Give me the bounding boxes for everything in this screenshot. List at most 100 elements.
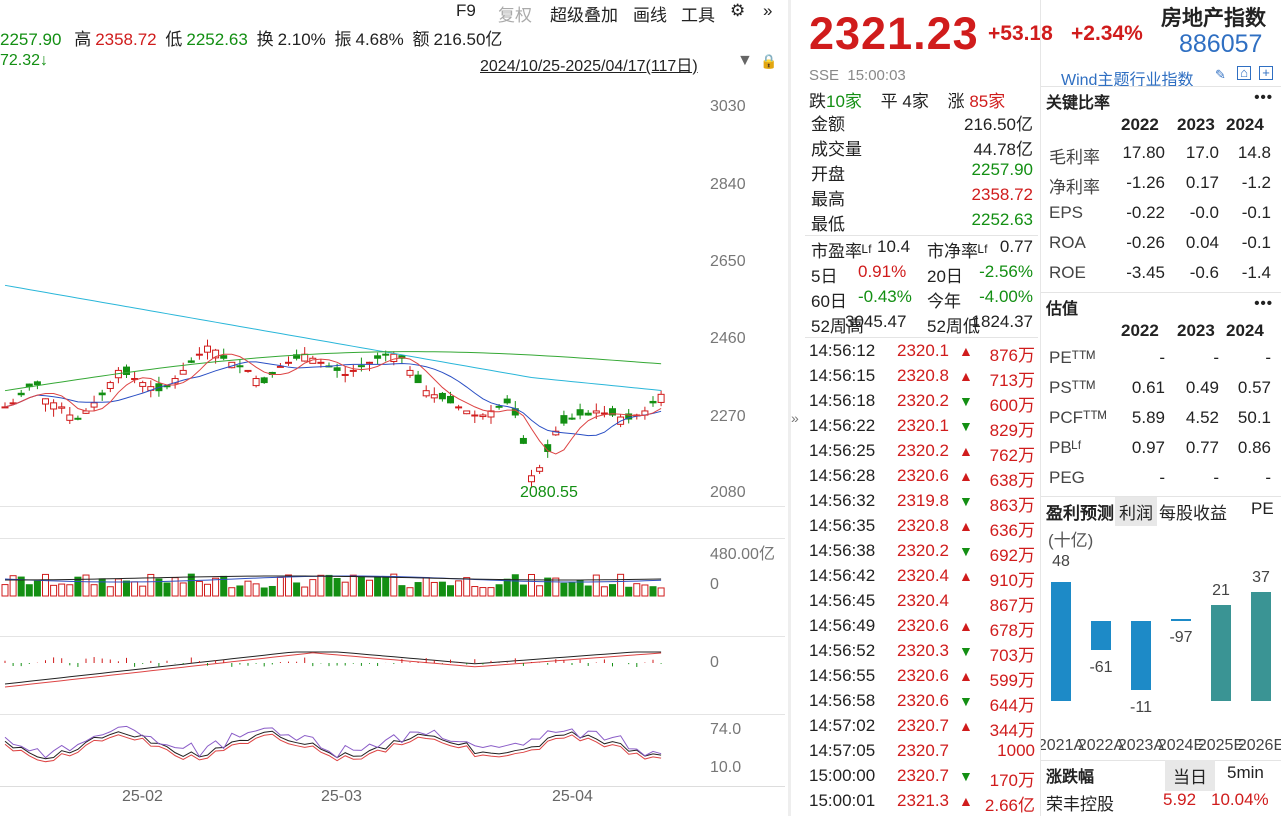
candle — [414, 374, 422, 384]
volume-bar — [123, 580, 130, 597]
tab-pe[interactable]: PE — [1251, 499, 1274, 518]
draw-line-button[interactable]: 画线 — [633, 6, 667, 25]
volume-bar — [293, 582, 301, 597]
candle — [349, 369, 357, 372]
kdj-j-line — [4, 725, 662, 759]
category-link[interactable]: Wind主题行业指数 — [1061, 72, 1194, 89]
table-cell: 0.61 — [1131, 378, 1165, 397]
table-row: PCFᵀᵀᴹ 5.89 4.52 50.1 — [1049, 408, 1275, 438]
macd-y-tick: 0 — [710, 654, 719, 671]
tick-time: 14:56:32 — [809, 491, 876, 510]
tick-direction-icon: ▼ — [959, 493, 973, 509]
tab-profit[interactable]: 利润 — [1115, 497, 1157, 526]
panel-splitter[interactable]: » — [785, 0, 805, 816]
volume-bar — [511, 574, 519, 597]
dropdown-arrow-icon[interactable]: ▼ — [737, 52, 753, 69]
amount-label: 额 — [412, 30, 430, 49]
volume-bar — [204, 583, 211, 597]
volume-bar — [131, 581, 139, 597]
tick-volume: 344万 — [989, 721, 1035, 740]
volume-bar — [90, 584, 98, 597]
volume-bar — [228, 587, 236, 597]
more-icon[interactable]: ••• — [1254, 295, 1273, 312]
candle — [552, 430, 560, 436]
macd-dif-line — [4, 651, 662, 685]
mover-pct: 10.04% — [1211, 790, 1269, 809]
candlestick-chart[interactable] — [0, 0, 785, 816]
row-label: EPS — [1049, 203, 1084, 222]
volume-bar — [633, 583, 641, 597]
tab-eps[interactable]: 每股收益 — [1159, 504, 1227, 523]
volume-ma-line-2 — [4, 575, 662, 581]
table-cell: 0.57 — [1237, 378, 1271, 397]
bar-category-label: 2025E — [1198, 737, 1244, 754]
stat-label: 金额 — [811, 115, 845, 134]
volume-bar — [390, 573, 398, 597]
edit-icon[interactable]: ✎ — [1215, 67, 1226, 82]
tick-direction-icon: ▲ — [959, 568, 973, 584]
more-icon[interactable]: ••• — [1254, 89, 1273, 106]
overlay-button[interactable]: 超级叠加 — [550, 6, 618, 25]
volume-bar — [66, 584, 74, 597]
tick-price: 2321.3 — [897, 791, 949, 810]
tick-row: 15:00:01 2321.3 ▲ 2.66亿 — [809, 791, 1035, 816]
add-icon[interactable]: + — [1259, 66, 1273, 80]
expand-chevron-icon[interactable]: » — [791, 410, 799, 426]
date-range-selector[interactable]: 2024/10/25-2025/04/17(117日) — [480, 58, 698, 75]
lock-icon[interactable]: 🔒 — [760, 53, 778, 69]
mover-row[interactable]: 荣丰控股 5.92 10.04% — [1041, 788, 1281, 814]
volume-bar — [195, 580, 203, 597]
volume-bar — [471, 586, 479, 597]
tab-forecast[interactable]: 盈利预测 — [1046, 504, 1114, 523]
candle — [625, 413, 633, 420]
ma-line-green — [4, 351, 662, 392]
index-code: 886057 — [1179, 30, 1263, 58]
candle — [212, 349, 220, 359]
table-row: PBᴸᶠ 0.97 0.77 0.86 — [1049, 438, 1275, 468]
bar-value-label: -97 — [1169, 629, 1192, 646]
volume-bar — [163, 582, 171, 597]
volume-bar — [536, 585, 544, 597]
tick-volume: 762万 — [989, 446, 1035, 465]
tools-button[interactable]: 工具 — [681, 6, 715, 25]
tick-row: 14:56:55 2320.6 ▲ 599万 — [809, 666, 1035, 691]
volume-bar — [528, 573, 535, 597]
volume-bar — [576, 580, 584, 597]
volume-bar — [382, 577, 390, 597]
low-label: 低 — [165, 30, 183, 49]
fuquan-button[interactable]: 复权 — [498, 6, 532, 25]
kdj-y-tick: 10.0 — [710, 759, 742, 776]
amplitude-label: 振 — [334, 30, 352, 49]
bar-value-label: -11 — [1130, 699, 1152, 716]
stat-value: 2252.63 — [971, 210, 1033, 229]
amount-value: 216.50亿 — [433, 30, 503, 49]
amplitude-value: 4.68% — [355, 30, 404, 49]
tick-volume: 599万 — [989, 671, 1035, 690]
bar-category-label: 2024E — [1158, 737, 1204, 754]
tab-today[interactable]: 当日 — [1165, 760, 1215, 791]
tick-row: 14:56:28 2320.6 ▲ 638万 — [809, 466, 1035, 491]
alert-icon[interactable]: ⌂ — [1237, 66, 1251, 80]
bar-category-label: 2023A — [1118, 737, 1165, 754]
tick-volume: 703万 — [989, 646, 1035, 665]
table-cell: 0.77 — [1185, 438, 1219, 457]
f9-button[interactable]: F9 — [456, 1, 476, 20]
volume-bar — [552, 577, 560, 597]
table-cell: 17.0 — [1185, 143, 1219, 162]
tick-row: 14:56:18 2320.2 ▼ 600万 — [809, 391, 1035, 416]
candle — [544, 444, 552, 452]
quote-panel: 2321.23 +53.18 +2.34% SSE 15:00:03 跌10家 … — [805, 0, 1143, 816]
volume-bar — [25, 584, 33, 597]
double-chevron-right-icon[interactable]: » — [763, 1, 773, 20]
candle — [179, 369, 187, 375]
volume-bar — [106, 586, 114, 597]
row-label: ROA — [1049, 233, 1086, 252]
settings-gear-icon[interactable]: ⚙ — [730, 1, 746, 20]
tick-row: 14:56:25 2320.2 ▲ 762万 — [809, 441, 1035, 466]
tab-5min[interactable]: 5min — [1227, 763, 1264, 782]
tick-price: 2320.6 — [897, 691, 949, 710]
divider — [0, 714, 785, 715]
volume-bar — [244, 580, 252, 597]
tick-volume: 638万 — [989, 471, 1035, 490]
